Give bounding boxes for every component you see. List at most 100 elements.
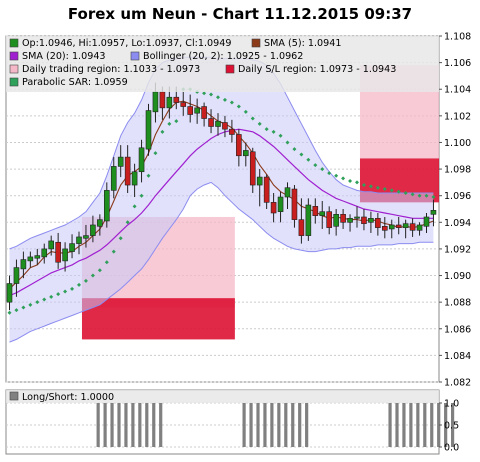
sar-dot (278, 133, 283, 138)
sar-dot (403, 191, 408, 196)
candle-body (90, 224, 96, 236)
candle-body (104, 190, 110, 222)
longshort-bar (263, 403, 267, 447)
candle-body (291, 188, 298, 220)
price-tick-label: 1.094 (444, 218, 471, 229)
price-tick-label: 1.090 (444, 271, 471, 282)
candle-body (236, 134, 242, 157)
candle-body (354, 216, 360, 219)
candle-body (347, 218, 353, 223)
legend-label: Daily trading region: 1.1033 - 1.0973 (22, 64, 200, 75)
candle-body (187, 106, 193, 115)
sar-dot (271, 129, 276, 134)
longshort-bar (298, 403, 302, 447)
candle-body (138, 147, 145, 173)
sar-dot (410, 192, 415, 197)
longshort-bar (270, 403, 274, 447)
candle-body (117, 156, 124, 167)
price-tick-label: 1.108 (444, 32, 471, 43)
candle-body (97, 219, 103, 227)
legend-swatch (9, 77, 19, 87)
sar-dot (389, 188, 394, 193)
sar-dot (209, 92, 214, 97)
sar-dot (56, 292, 61, 297)
candle-body (243, 150, 249, 157)
candle-body (194, 107, 200, 114)
sar-dot (264, 127, 269, 132)
longshort-bar (256, 403, 260, 447)
candle-body (76, 236, 82, 244)
longshort-bar (284, 403, 288, 447)
price-tick-label: 1.086 (444, 324, 471, 335)
sar-dot (118, 236, 123, 241)
candle-body (201, 106, 207, 119)
longshort-bar (437, 403, 441, 447)
candle-body (430, 210, 437, 215)
candle-body (416, 224, 423, 231)
legend-label: Daily S/L region: 1.0973 - 1.0943 (238, 64, 396, 75)
candle-body (6, 283, 13, 303)
sar-dot (222, 97, 227, 102)
longshort-bar (103, 403, 107, 447)
candle-body (305, 204, 312, 236)
price-tick-label: 1.096 (444, 191, 471, 202)
sar-dot (396, 189, 401, 194)
candle-body (319, 211, 326, 216)
candle-body (388, 224, 395, 230)
sar-dot (250, 116, 255, 121)
price-tick-label: 1.088 (444, 298, 471, 309)
sar-dot (132, 204, 137, 209)
legend-box (6, 36, 439, 92)
legend-swatch (251, 38, 261, 48)
candle-body (173, 96, 180, 103)
candle-body (270, 202, 277, 214)
longshort-bar (416, 403, 420, 447)
longshort-bar (388, 403, 392, 447)
longshort-bar (138, 403, 142, 447)
longshort-bar (409, 403, 413, 447)
longshort-bar (131, 403, 135, 447)
sar-dot (355, 180, 359, 185)
sar-dot (375, 185, 380, 190)
legend-swatch (9, 38, 19, 48)
candle-body (333, 214, 339, 227)
sar-dot (174, 119, 179, 124)
sar-dot (292, 147, 297, 152)
sar-dot (21, 305, 26, 310)
sar-dot (431, 195, 436, 200)
candle-body (41, 248, 48, 258)
longshort-panel: 0.0 0.5 1.0 Long/Short: 1.0000 (5, 389, 459, 455)
bollinger-band-area (9, 57, 434, 343)
candle-body (55, 241, 61, 263)
longshort-bar (451, 403, 455, 447)
candle-body (145, 110, 152, 150)
sar-dot (7, 310, 12, 315)
candle-body (215, 120, 221, 127)
candle-body (152, 91, 159, 113)
price-tick-label: 1.084 (444, 351, 471, 362)
longshort-bar (159, 403, 163, 447)
longshort-bar (305, 403, 309, 447)
bollinger-lower-line (9, 181, 434, 343)
candle-body (110, 166, 117, 191)
sar-dot (334, 173, 339, 178)
longshort-bar (145, 403, 149, 447)
sar-dot (35, 300, 40, 305)
candle-body (131, 171, 138, 186)
legend-swatch (9, 51, 19, 61)
longshort-bar (124, 403, 128, 447)
longshort-bar (291, 403, 295, 447)
sar-dot (368, 184, 373, 189)
price-tick-label: 1.098 (444, 165, 471, 176)
candle-body (222, 122, 228, 130)
candle-body (326, 211, 333, 228)
candle-body (166, 96, 173, 109)
candle-body (34, 255, 41, 259)
sar-dot (83, 278, 88, 283)
longshort-bar (430, 403, 434, 447)
candle-body (62, 248, 68, 262)
longshort-bar (395, 403, 399, 447)
longshort-bar (423, 403, 427, 447)
